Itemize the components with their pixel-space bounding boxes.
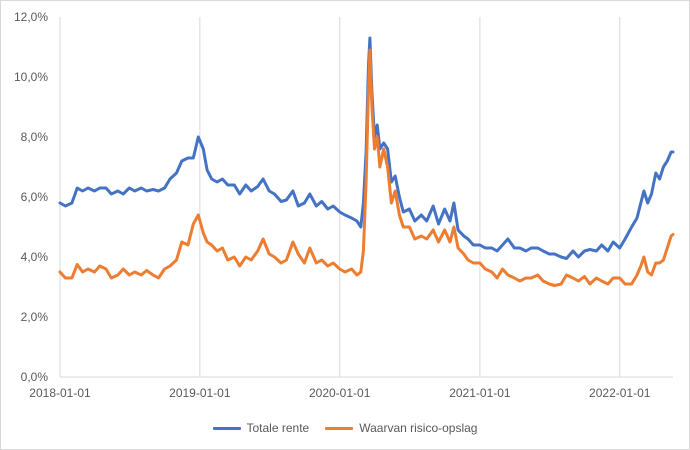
y-axis-tick-labels: 0,0% 2,0% 4,0% 6,0% 8,0% 10,0% 12,0%: [14, 10, 48, 384]
x-tick-label: 2022-01-01: [589, 386, 651, 400]
legend-item-totale-rente: Totale rente: [212, 421, 310, 435]
y-tick-label: 12,0%: [14, 10, 48, 24]
x-tick-label: 2018-01-01: [29, 386, 91, 400]
legend: Totale rente Waarvan risico-opslag: [0, 418, 690, 438]
x-axis-tick-labels: 2018-01-01 2019-01-01 2020-01-01 2021-01-01…: [29, 386, 650, 400]
y-tick-label: 8,0%: [21, 130, 49, 144]
legend-label-risico-opslag: Waarvan risico-opslag: [359, 421, 478, 435]
legend-swatch-totale-rente: [212, 426, 241, 430]
y-tick-label: 10,0%: [14, 70, 48, 84]
legend-label-totale-rente: Totale rente: [246, 421, 310, 435]
legend-swatch-risico-opslag: [325, 426, 354, 430]
legend-item-risico-opslag: Waarvan risico-opslag: [325, 421, 477, 435]
series-lines: [58, 36, 675, 287]
y-tick-label: 0,0%: [21, 370, 49, 384]
vertical-gridlines: [59, 17, 621, 377]
y-tick-label: 2,0%: [21, 310, 49, 324]
x-tick-label: 2019-01-01: [169, 386, 231, 400]
series-line-1: [58, 48, 675, 287]
x-tick-label: 2020-01-01: [309, 386, 371, 400]
y-tick-label: 4,0%: [21, 250, 49, 264]
y-tick-label: 6,0%: [21, 190, 49, 204]
x-tick-label: 2021-01-01: [449, 386, 511, 400]
